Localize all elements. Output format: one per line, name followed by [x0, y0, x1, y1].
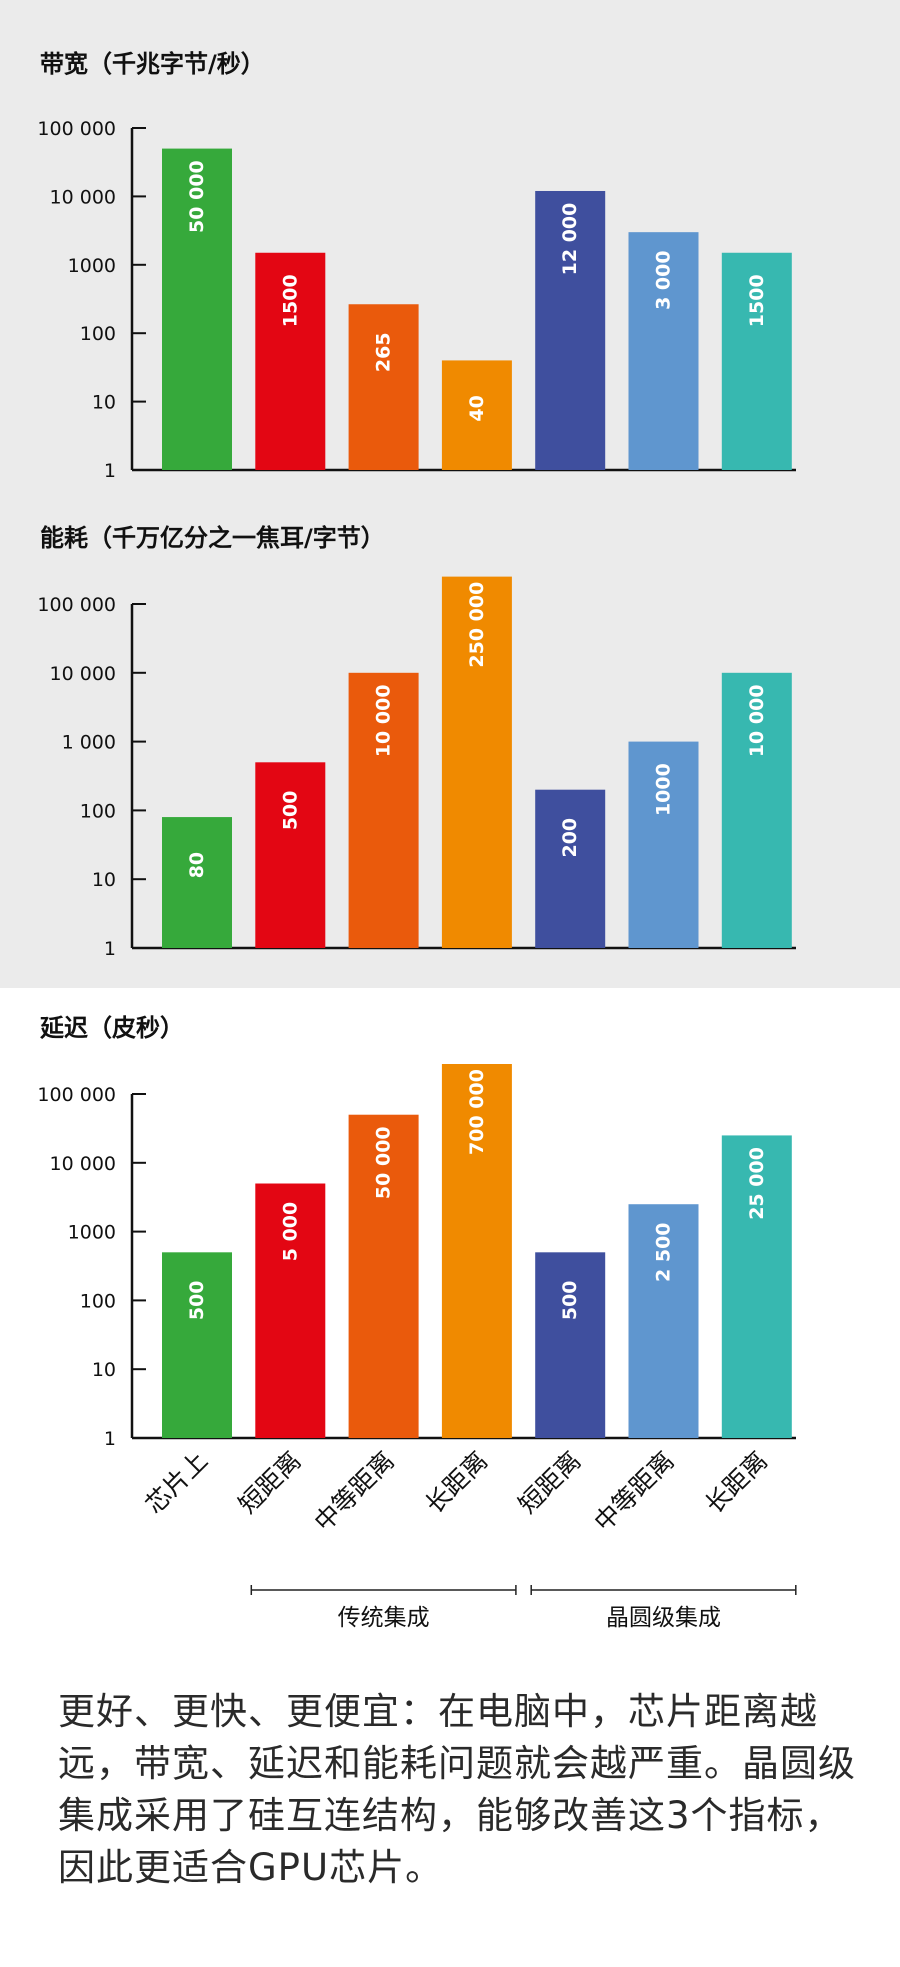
bar-value-label: 3 000: [653, 250, 675, 310]
bar-value-label: 500: [559, 1280, 581, 1320]
y-tick-label: 10: [92, 392, 116, 414]
y-tick-label: 10: [92, 869, 116, 891]
chart-title: 能耗（千万亿分之一焦耳/字节）: [40, 524, 385, 552]
group-label: 传统集成: [338, 1605, 430, 1631]
bar-value-label: 40: [466, 395, 488, 421]
bar: [255, 1183, 326, 1438]
bar-value-label: 700 000: [466, 1069, 488, 1155]
bar-value-label: 25 000: [746, 1147, 768, 1220]
bar-value-label: 500: [186, 1280, 208, 1320]
bar-value-label: 1500: [746, 274, 768, 327]
category-label: 短距离: [233, 1446, 307, 1520]
bar-value-label: 250 000: [466, 582, 488, 668]
group-label: 晶圆级集成: [606, 1605, 721, 1631]
y-tick-label: 1000: [68, 255, 116, 277]
bar-value-label: 1000: [653, 763, 675, 816]
bar: [255, 762, 326, 948]
bar-value-label: 10 000: [373, 684, 395, 757]
bar: [441, 576, 512, 948]
y-tick-label: 100 000: [37, 594, 116, 616]
y-tick-label: 1: [104, 460, 116, 482]
y-tick-label: 100: [80, 800, 116, 822]
category-label: 中等距离: [589, 1446, 680, 1537]
figure-caption: 更好、更快、更便宜：在电脑中，芯片距离越远，带宽、延迟和能耗问题就会越严重。晶圆…: [58, 1690, 856, 1889]
bar-value-label: 50 000: [373, 1126, 395, 1199]
y-tick-label: 100: [80, 323, 116, 345]
bar: [535, 1252, 606, 1438]
y-tick-label: 100 000: [37, 118, 116, 140]
category-label: 长距离: [420, 1446, 494, 1520]
bar-value-label: 80: [186, 852, 208, 878]
y-tick-label: 10 000: [50, 1153, 116, 1175]
bar: [162, 1252, 232, 1438]
bar-value-label: 265: [373, 332, 395, 372]
bar-value-label: 200: [559, 818, 581, 858]
bar: [535, 190, 606, 470]
category-label: 中等距离: [309, 1446, 400, 1537]
bar-value-label: 2 500: [653, 1222, 675, 1282]
category-label: 长距离: [699, 1446, 773, 1520]
bar-charts: 带宽（千兆字节/秒） 1 10 100 1000 10 000 100 000 50 000 1…: [37, 50, 797, 1631]
category-label: 芯片上: [140, 1446, 214, 1520]
y-tick-label: 1 000: [62, 732, 116, 754]
bar-value-label: 1500: [279, 274, 301, 327]
y-tick-label: 1000: [68, 1222, 116, 1244]
bar: [441, 1064, 512, 1438]
bar-value-label: 12 000: [559, 203, 581, 276]
bar: [628, 741, 699, 948]
bar: [535, 789, 606, 948]
bar: [721, 252, 792, 470]
bar: [348, 1114, 419, 1438]
bar-value-label: 50 000: [186, 160, 208, 233]
bar: [721, 1135, 792, 1438]
bar: [162, 817, 232, 948]
y-tick-label: 100: [80, 1290, 116, 1312]
y-tick-label: 1: [104, 1428, 116, 1450]
bar: [348, 672, 419, 948]
y-tick-label: 100 000: [37, 1084, 116, 1106]
chart-title: 延迟（皮秒）: [39, 1014, 184, 1042]
bar-value-label: 5 000: [279, 1202, 301, 1262]
category-label: 短距离: [513, 1446, 587, 1520]
bar: [255, 252, 326, 470]
bar: [628, 1204, 699, 1438]
y-tick-label: 10 000: [50, 186, 116, 208]
y-tick-label: 10 000: [50, 663, 116, 685]
bar: [441, 360, 512, 470]
bar-value-label: 10 000: [746, 684, 768, 757]
bar: [721, 672, 792, 948]
bar-value-label: 500: [279, 790, 301, 830]
chart-title: 带宽（千兆字节/秒）: [40, 50, 265, 78]
y-tick-label: 10: [92, 1359, 116, 1381]
bar: [628, 232, 699, 470]
bar: [162, 148, 232, 470]
bar: [348, 304, 419, 470]
y-tick-label: 1: [104, 938, 116, 960]
